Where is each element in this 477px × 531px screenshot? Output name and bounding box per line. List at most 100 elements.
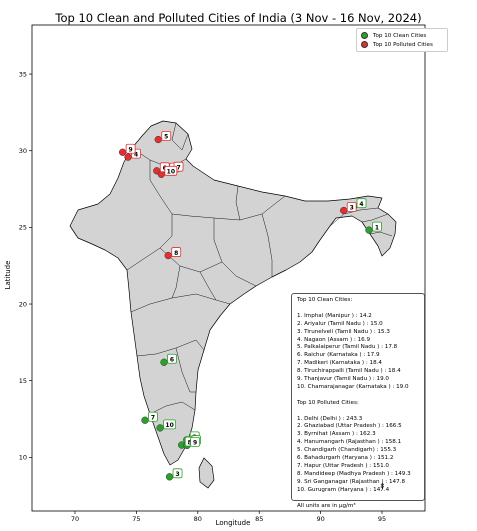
clean-rank-box-1	[372, 221, 382, 232]
polluted-entry-9: 9. Sri Ganganagar (Rajasthan ) : 147.8	[297, 478, 406, 485]
polluted-city-marker-8	[164, 251, 172, 260]
state-border	[171, 122, 189, 151]
india-outline	[69, 120, 397, 466]
clean-city-marker-7	[141, 416, 149, 424]
polluted-rank-label-10: 10	[167, 169, 175, 176]
y-axis-label: Latitude	[4, 260, 12, 290]
map-title: Top 10 Clean and Polluted Cities of Indi…	[55, 11, 422, 25]
y-tick-label: 35	[19, 70, 27, 78]
rank-labels: 1234567891012345678910	[125, 131, 382, 479]
polluted-entry-5: 5. Chandigarh (Chandigarh) : 155.3	[297, 447, 397, 454]
clean-entry-3: 3. Tirunelveli (Tamil Nadu ) : 15.3	[297, 328, 390, 335]
legend: Top 10 Clean Cities Top 10 Polluted Citi…	[356, 28, 448, 52]
polluted-entry-2: 2. Ghaziabad (Uttar Pradesh ) : 166.5	[297, 423, 402, 430]
clean-entry-5: 5. Palkalaiperur (Tamil Nadu ) : 17.8	[297, 344, 398, 351]
city-ranking-box: Top 10 Clean Cities: 1. Imphal (Manipur …	[291, 293, 425, 509]
x-tick-label: 85	[255, 515, 263, 523]
clean-rank-label-9: 9	[193, 440, 197, 447]
srilanka-outline	[198, 457, 215, 489]
state-border	[235, 185, 241, 221]
legend-label-polluted: Top 10 Polluted Cities	[373, 41, 433, 48]
polluted-entry-6: 6. Bahadurgarh (Haryana ) : 151.2	[297, 455, 394, 462]
polluted-entry-1: 1. Delhi (Delhi ) : 243.3	[297, 415, 363, 422]
clean-entry-1: 1. Imphal (Manipur ) : 14.2	[297, 312, 372, 319]
x-tick-label: 75	[132, 515, 140, 523]
x-tick-label: 95	[378, 515, 386, 523]
polluted-entry-7: 7. Hapur (Uttar Pradesh ) : 151.0	[297, 462, 389, 469]
clean-entry-9: 9. Thanjavur (Tamil Nadu ) : 19.0	[297, 376, 389, 383]
clean-rank-box-3	[172, 468, 183, 479]
polluted-rank-box-3	[346, 202, 357, 212]
state-border	[171, 195, 286, 221]
clean-entry-6: 6. Raichur (Karnataka ) : 17.9	[297, 352, 380, 359]
polluted-city-list: 1. Delhi (Delhi ) : 243.3 2. Ghaziabad (U…	[297, 416, 419, 495]
clean-rank-box-9	[190, 436, 201, 447]
state-border	[361, 213, 389, 223]
polluted-entry-8: 8. Mandideep (Madhya Pradesh ) : 149.3	[297, 470, 411, 477]
state-border	[130, 293, 231, 313]
state-border	[329, 207, 379, 227]
clean-entry-2: 2. Ariyalur (Tamil Nadu ) : 15.0	[297, 320, 383, 327]
clean-rank-label-7: 7	[151, 414, 155, 421]
clean-rank-label-6: 6	[170, 356, 174, 363]
state-border	[199, 271, 217, 301]
clean-city-list: 1. Imphal (Manipur ) : 14.2 2. Ariyalur (…	[297, 313, 419, 392]
polluted-rank-label-4: 4	[134, 151, 138, 158]
clean-city-marker-10	[156, 424, 164, 432]
clean-rank-box-4	[356, 198, 367, 209]
polluted-rank-label-7: 7	[176, 164, 180, 171]
polluted-rank-box-5	[161, 131, 172, 141]
clean-entry-8: 8. Tiruchirappalli (Tamil Nadu ) : 18.4	[297, 368, 401, 375]
clean-rank-label-8: 8	[188, 439, 192, 446]
y-tick-label: 30	[19, 147, 27, 155]
clean-entry-4: 4. Nagaon (Assam ) : 16.9	[297, 336, 371, 343]
legend-item-polluted: Top 10 Polluted Cities	[361, 40, 443, 49]
clean-entry-10: 10. Chamarajanagar (Karnataka ) : 19.0	[297, 383, 409, 390]
y-tick-label: 15	[19, 377, 27, 385]
polluted-entry-3: 3. Byrnihat (Assam ) : 162.3	[297, 431, 376, 438]
clean-rank-box-10	[163, 419, 176, 430]
x-axis-label: Longitude	[215, 519, 251, 527]
clean-city-marker-1	[365, 226, 373, 234]
clean-rank-box-6	[167, 353, 177, 364]
y-tick-label: 25	[19, 224, 27, 232]
x-tick-label: 90	[316, 515, 324, 523]
polluted-rank-box-8	[171, 247, 182, 257]
clean-heading: Top 10 Clean Cities:	[297, 297, 353, 303]
polluted-entry-4: 4. Hanumangarh (Rajasthan ) : 158.1	[297, 439, 402, 446]
clean-rank-label-4: 4	[359, 201, 363, 208]
units-note: All units are in µg/m³	[297, 502, 356, 509]
clean-city-marker-3	[165, 473, 174, 481]
north-arrow-icon: ↟	[379, 482, 386, 491]
polluted-rank-label-9: 9	[129, 146, 133, 153]
state-border	[261, 213, 273, 277]
legend-item-clean: Top 10 Clean Cities	[361, 31, 443, 40]
legend-label-clean: Top 10 Clean Cities	[373, 32, 427, 39]
polluted-entry-10: 10. Gurugram (Haryana ) : 147.4	[297, 486, 390, 493]
legend-marker-clean	[361, 32, 368, 39]
polluted-city-marker-9	[118, 148, 127, 156]
polluted-rank-box-9	[125, 143, 136, 154]
polluted-city-marker-5	[154, 135, 162, 144]
clean-rank-label-3: 3	[175, 471, 179, 478]
polluted-rank-label-5: 5	[164, 134, 168, 141]
polluted-city-marker-3	[340, 206, 348, 215]
x-tick-label: 70	[71, 515, 79, 523]
state-border	[369, 231, 393, 237]
polluted-rank-label-8: 8	[174, 250, 178, 257]
legend-marker-polluted	[361, 41, 368, 48]
polluted-rank-box-10	[164, 165, 178, 176]
clean-entry-7: 7. Madikeri (Karnataka ) : 18.4	[297, 360, 382, 367]
clean-rank-label-10: 10	[165, 422, 173, 429]
polluted-heading: Top 10 Polluted Cities:	[297, 399, 359, 406]
x-tick-label: 80	[194, 515, 202, 523]
state-border	[171, 265, 181, 299]
y-tick-label: 10	[19, 454, 27, 462]
clean-rank-box-7	[148, 411, 158, 422]
india-map	[69, 120, 397, 489]
polluted-rank-label-3: 3	[350, 205, 354, 212]
y-tick-label: 20	[19, 300, 27, 308]
clean-city-marker-6	[160, 358, 168, 366]
